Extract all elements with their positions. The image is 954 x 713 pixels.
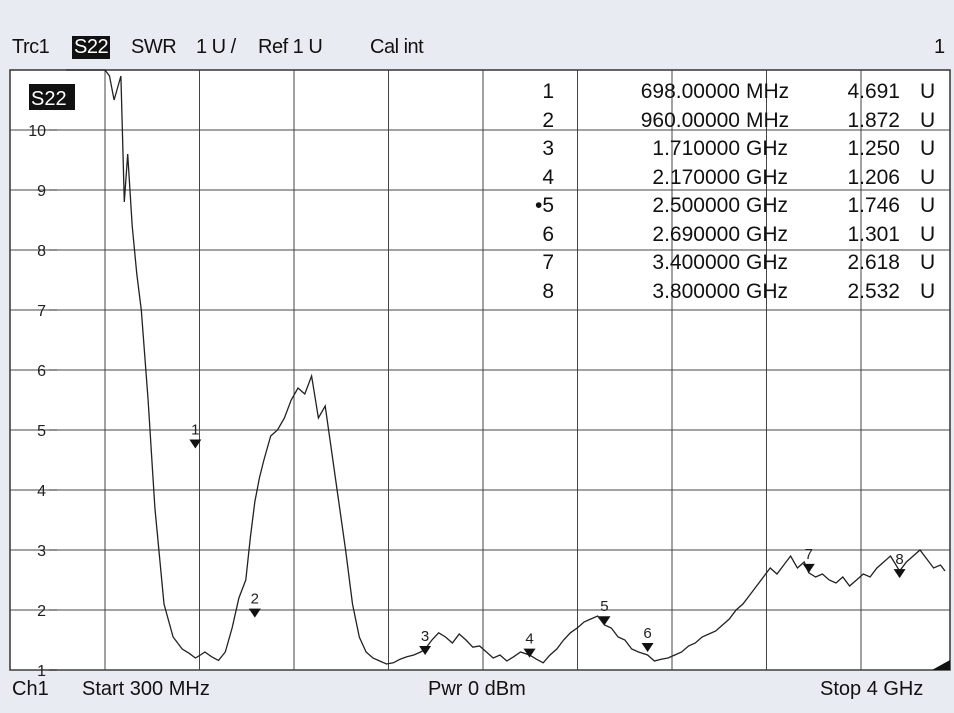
- power-level[interactable]: Pwr 0 dBm: [428, 678, 526, 700]
- marker-freq: 3.400000: [652, 251, 740, 274]
- trace-header: Trc1 S22 SWR 1 U / Ref 1 U Cal int 1: [0, 36, 954, 64]
- marker-id: 1: [542, 80, 554, 103]
- channel-footer: Ch1 Start 300 MHz Pwr 0 dBm Stop 4 GHz: [0, 678, 954, 706]
- marker-val: 2.532: [847, 279, 900, 303]
- marker-7-label: 7: [805, 546, 813, 563]
- marker-vunit: U: [920, 165, 936, 189]
- trace-label-box: [29, 84, 75, 110]
- marker-6-symbol: [641, 642, 654, 652]
- s-parameter-label[interactable]: S22: [72, 36, 111, 59]
- y-tick-labels: 1 2 3 4 5 6 7 8 9 10: [28, 123, 57, 678]
- y-tick-label: 10: [28, 123, 46, 140]
- marker-val: 1.250: [847, 137, 900, 160]
- marker-unit: GHz: [746, 251, 788, 274]
- marker-unit: GHz: [746, 165, 788, 189]
- marker-vunit: U: [920, 137, 936, 160]
- marker-unit: MHz: [746, 108, 790, 132]
- y-tick-label: 1: [37, 663, 46, 678]
- marker-val: 1.746: [847, 194, 900, 217]
- marker-val: 1.301: [847, 222, 900, 246]
- trace-name[interactable]: Trc1: [12, 36, 50, 58]
- marker-3-label: 3: [421, 628, 429, 645]
- marker-freq: 2.690000: [652, 222, 740, 246]
- marker-2-symbol: [248, 608, 261, 618]
- marker-row[interactable]: 3 1.710000 GHz 1.250 U: [500, 137, 950, 165]
- marker-row[interactable]: 8 3.800000 GHz 2.532 U: [500, 280, 950, 308]
- marker-val: 2.618: [847, 251, 900, 274]
- marker-row[interactable]: •5 2.500000 GHz 1.746 U: [500, 194, 950, 222]
- marker-4-symbol: [523, 648, 536, 658]
- marker-vunit: U: [920, 279, 936, 303]
- marker-row[interactable]: 7 3.400000 GHz 2.618 U: [500, 251, 950, 279]
- cal-status: Cal int: [370, 36, 424, 58]
- y-tick-label: 5: [37, 423, 46, 440]
- plot-area[interactable]: 1 2 3 4 5 6 7 8 9 10 1 2 3 4 5 6 7 8 S22: [0, 64, 954, 678]
- stop-frequency[interactable]: Stop 4 GHz: [820, 678, 924, 700]
- y-tick-label: 3: [37, 543, 46, 560]
- marker-id: 4: [542, 165, 554, 189]
- start-frequency[interactable]: Start 300 MHz: [82, 678, 210, 700]
- marker-id: •5: [534, 194, 554, 217]
- y-tick-label: 8: [37, 243, 46, 260]
- marker-val: 4.691: [847, 80, 900, 103]
- marker-id: 2: [542, 108, 554, 132]
- marker-unit: GHz: [746, 222, 788, 246]
- marker-5-label: 5: [600, 598, 608, 615]
- marker-5-symbol: [598, 616, 611, 626]
- marker-symbols: 1 2 3 4 5 6 7 8: [189, 422, 906, 658]
- marker-row[interactable]: 2 960.00000 MHz 1.872 U: [500, 109, 950, 137]
- marker-1-symbol: [189, 439, 202, 449]
- marker-vunit: U: [920, 108, 936, 132]
- marker-row[interactable]: 1 698.00000 MHz 4.691 U: [500, 80, 950, 108]
- marker-3-symbol: [419, 646, 432, 655]
- marker-8-label: 8: [895, 551, 903, 568]
- marker-id: 7: [542, 251, 554, 274]
- marker-row[interactable]: 6 2.690000 GHz 1.301 U: [500, 223, 950, 251]
- out-of-range-indicator: [932, 660, 950, 670]
- marker-vunit: U: [920, 251, 936, 274]
- marker-freq: 2.500000: [652, 194, 740, 217]
- y-tick-label: 6: [37, 363, 46, 380]
- marker-freq: 2.170000: [652, 165, 740, 189]
- y-tick-label: 7: [37, 303, 46, 320]
- marker-id: 6: [542, 222, 554, 246]
- window-number: 1: [934, 36, 945, 58]
- marker-id: 3: [542, 137, 554, 160]
- marker-unit: GHz: [746, 279, 788, 303]
- marker-freq: 698.00000: [640, 80, 740, 103]
- y-tick-label: 2: [37, 603, 46, 620]
- marker-vunit: U: [920, 194, 936, 217]
- marker-unit: GHz: [746, 137, 788, 160]
- marker-unit: MHz: [746, 80, 790, 103]
- grid: [10, 70, 950, 671]
- marker-vunit: U: [920, 222, 936, 246]
- marker-val: 1.206: [847, 165, 900, 189]
- marker-4-label: 4: [525, 631, 533, 648]
- marker-val: 1.872: [847, 108, 900, 132]
- scale-label[interactable]: 1 U /: [196, 36, 236, 58]
- channel-label[interactable]: Ch1: [12, 678, 49, 700]
- ref-label[interactable]: Ref 1 U: [258, 36, 323, 58]
- format-label[interactable]: SWR: [131, 36, 177, 58]
- marker-2-label: 2: [251, 591, 259, 608]
- marker-8-symbol: [893, 569, 906, 579]
- marker-unit: GHz: [746, 194, 788, 217]
- marker-freq: 1.710000: [652, 137, 740, 160]
- marker-row[interactable]: 4 2.170000 GHz 1.206 U: [500, 166, 950, 194]
- y-tick-label: 4: [37, 483, 46, 500]
- marker-freq: 3.800000: [652, 279, 740, 303]
- marker-6-label: 6: [643, 625, 651, 642]
- marker-id: 8: [542, 279, 554, 303]
- marker-vunit: U: [920, 80, 936, 103]
- marker-freq: 960.00000: [640, 108, 740, 132]
- marker-7-symbol: [802, 563, 815, 573]
- trace-label: S22: [31, 88, 67, 110]
- y-tick-label: 9: [37, 183, 46, 200]
- s22-trace-line: [66, 69, 946, 665]
- marker-1-label: 1: [191, 422, 199, 439]
